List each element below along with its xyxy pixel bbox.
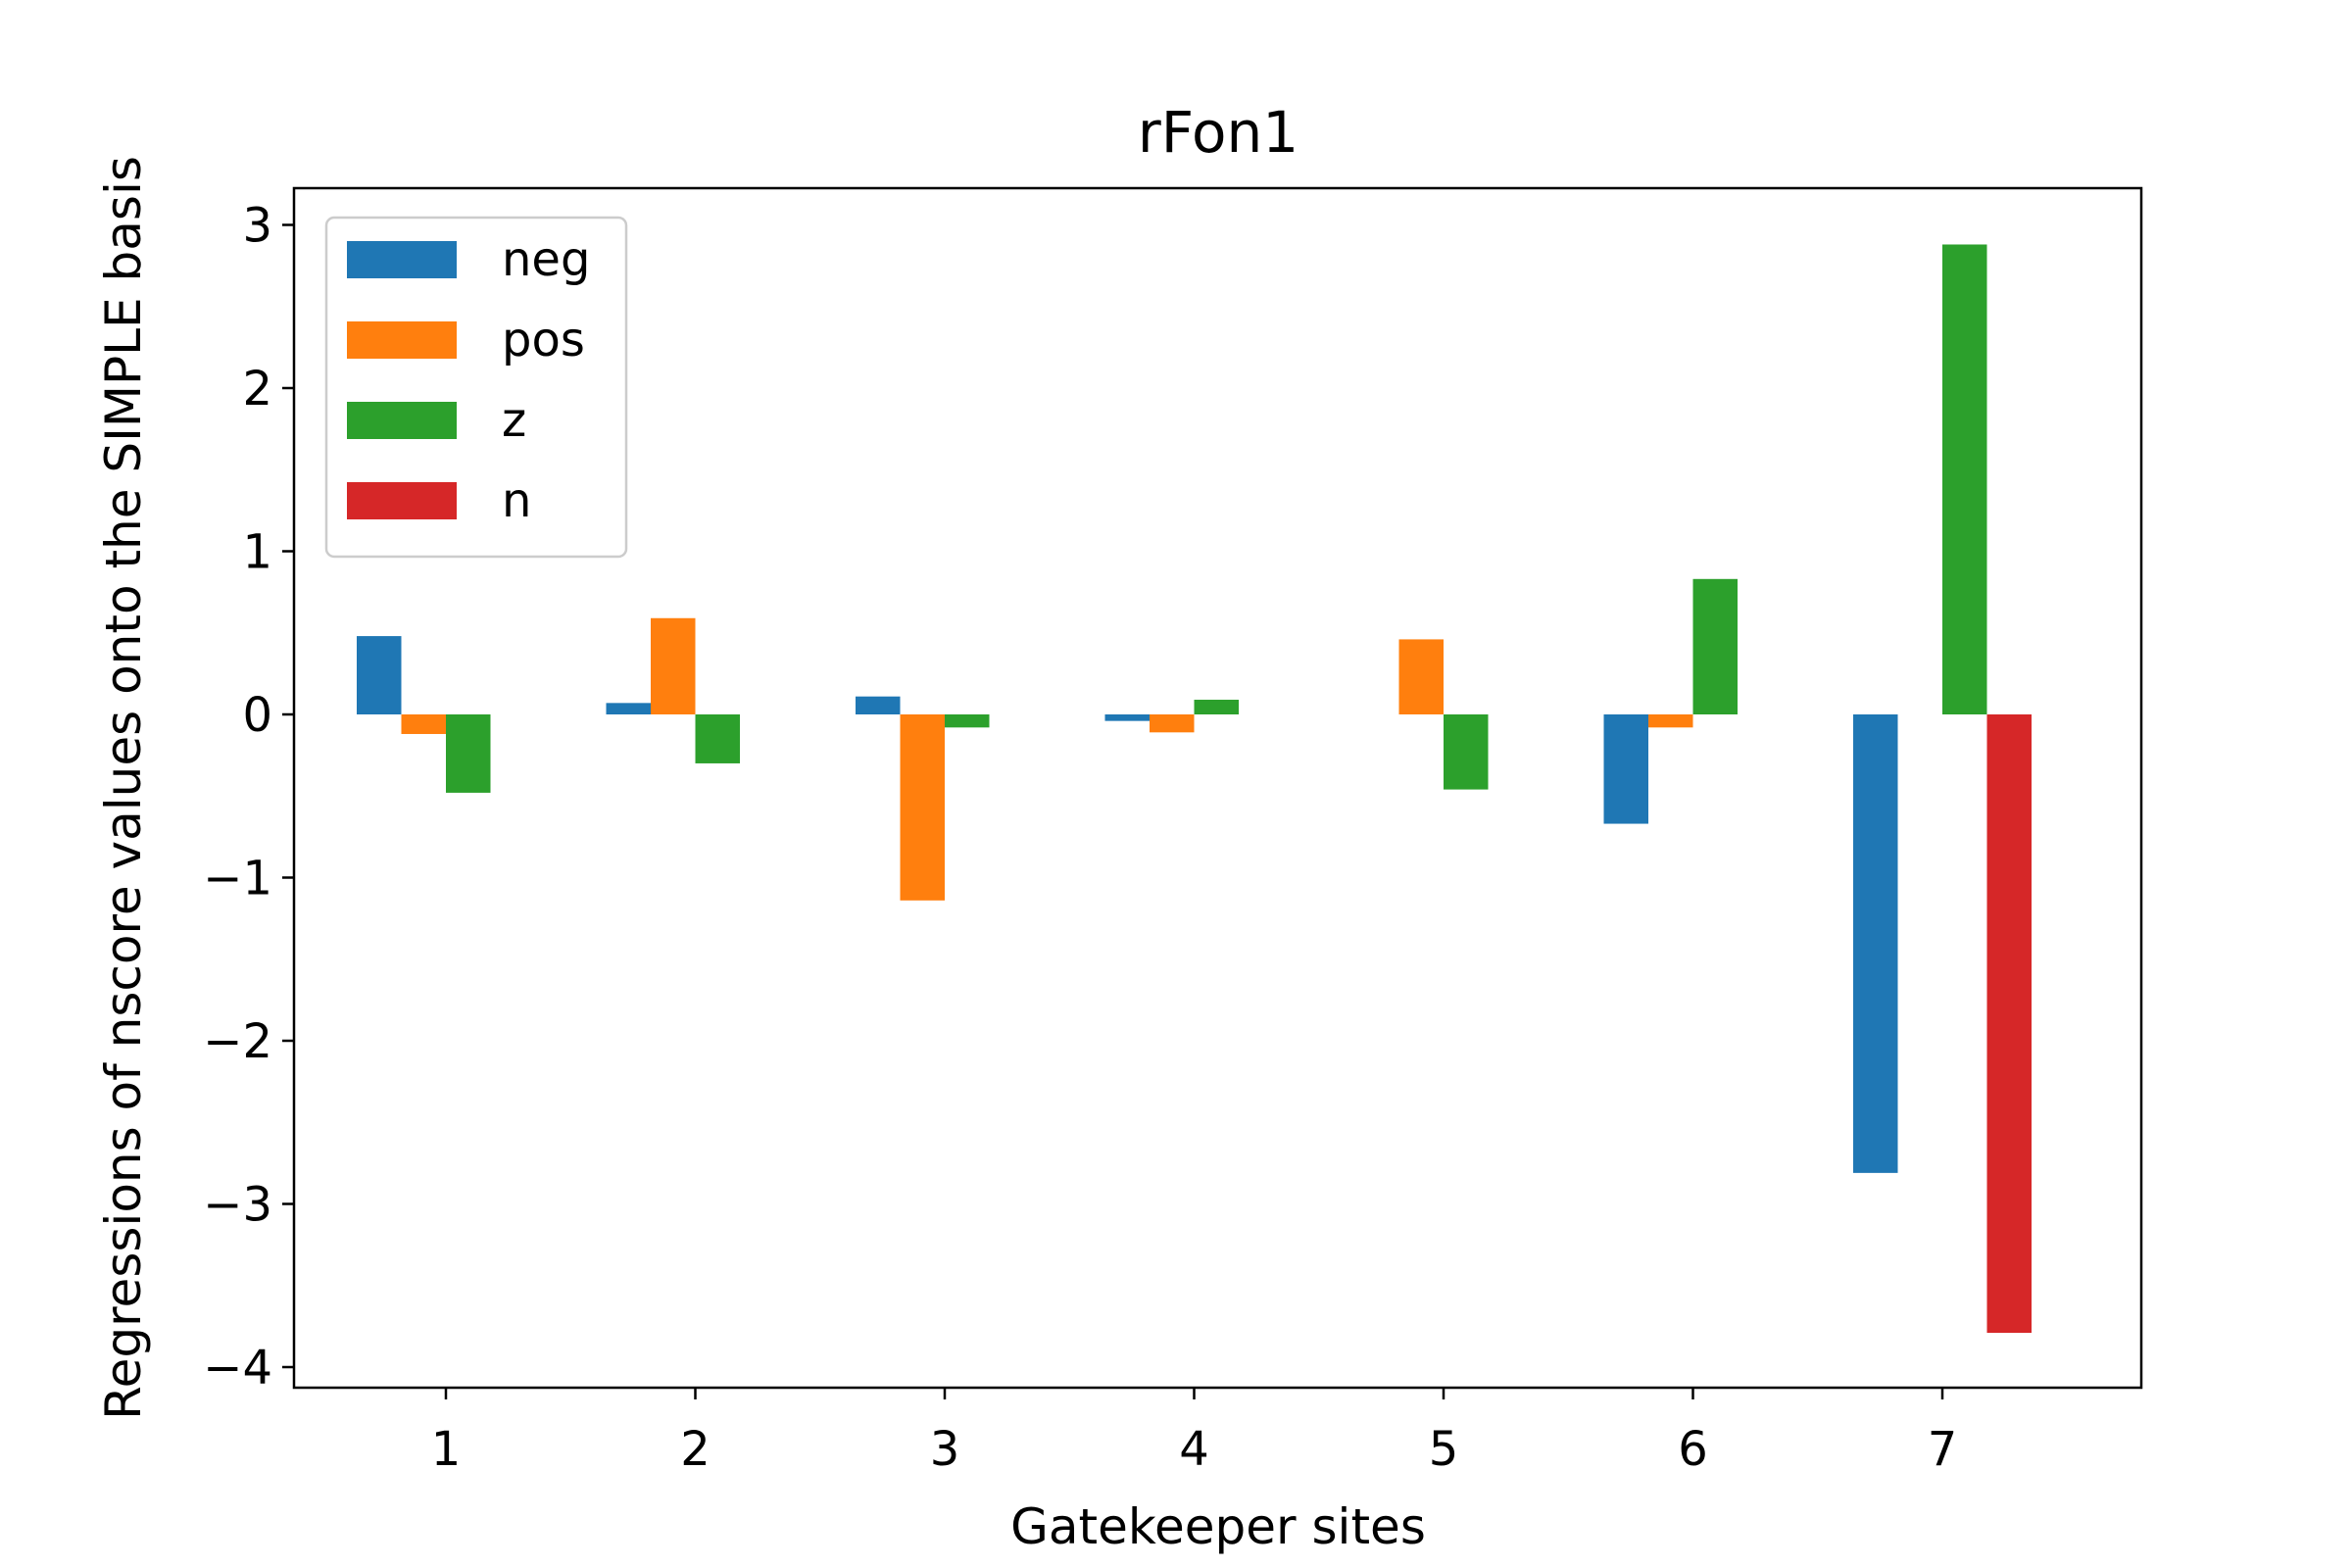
y-tick-label: −1 — [203, 852, 272, 906]
legend-swatch-pos — [347, 321, 457, 359]
bar-z-site-5 — [1444, 714, 1489, 790]
legend-label-z: z — [502, 393, 526, 448]
bar-z-site-7 — [1942, 244, 1987, 715]
x-axis: 1 2 3 4 5 6 7 — [431, 1388, 1958, 1477]
bars-group — [357, 244, 2032, 1334]
y-tick-label: −4 — [203, 1341, 272, 1396]
legend-swatch-z — [347, 402, 457, 439]
bar-z-site-3 — [945, 714, 990, 728]
bar-neg-site-7 — [1853, 714, 1898, 1173]
x-tick-label: 5 — [1429, 1422, 1459, 1477]
bar-pos-site-4 — [1150, 714, 1195, 733]
y-axis: 3 2 1 0 −1 −2 −3 −4 — [203, 199, 294, 1396]
y-tick-label: −3 — [203, 1178, 272, 1233]
plot-area — [292, 186, 2143, 1390]
chart-title: rFon1 — [1138, 99, 1298, 166]
x-tick-label: 2 — [680, 1422, 710, 1477]
x-tick-label: 4 — [1179, 1422, 1209, 1477]
bar-pos-site-6 — [1648, 714, 1693, 728]
legend-frame — [324, 216, 628, 559]
legend: neg pos zn — [324, 216, 628, 559]
y-tick-label: −2 — [203, 1014, 272, 1069]
y-tick-label: 0 — [242, 688, 272, 743]
legend-label-n: n — [502, 473, 531, 528]
axes-frame — [292, 186, 2143, 1390]
bar-neg-site-4 — [1104, 714, 1150, 721]
x-axis-label: Gatekeeper sites — [1010, 1498, 1426, 1555]
x-tick-label: 1 — [431, 1422, 462, 1477]
y-tick-label: 2 — [242, 362, 272, 416]
y-tick-label: 3 — [242, 199, 272, 254]
bar-z-site-4 — [1194, 700, 1239, 714]
bar-neg-site-2 — [606, 703, 651, 714]
bar-pos-site-5 — [1398, 639, 1444, 714]
bar-n-site-7 — [1986, 714, 2032, 1334]
legend-swatch-n — [347, 482, 457, 519]
y-axis-label: Regressions of nscore values onto the SI… — [95, 156, 152, 1420]
bar-z-site-2 — [695, 714, 740, 763]
bar-pos-site-3 — [900, 714, 945, 901]
x-tick-label: 3 — [930, 1422, 960, 1477]
legend-label-neg: neg — [502, 232, 590, 287]
x-tick-label: 6 — [1678, 1422, 1708, 1477]
legend-swatch-neg — [347, 241, 457, 278]
bar-neg-site-6 — [1603, 714, 1648, 824]
bar-pos-site-1 — [401, 714, 446, 734]
bar-neg-site-1 — [357, 636, 402, 714]
y-tick-label: 1 — [242, 525, 272, 580]
legend-label-pos: pos — [502, 313, 585, 368]
bar-pos-site-2 — [651, 617, 696, 714]
x-tick-label: 7 — [1928, 1422, 1958, 1477]
bar-z-site-1 — [446, 714, 491, 793]
bar-neg-site-3 — [856, 696, 901, 714]
bar-z-site-6 — [1692, 578, 1738, 714]
